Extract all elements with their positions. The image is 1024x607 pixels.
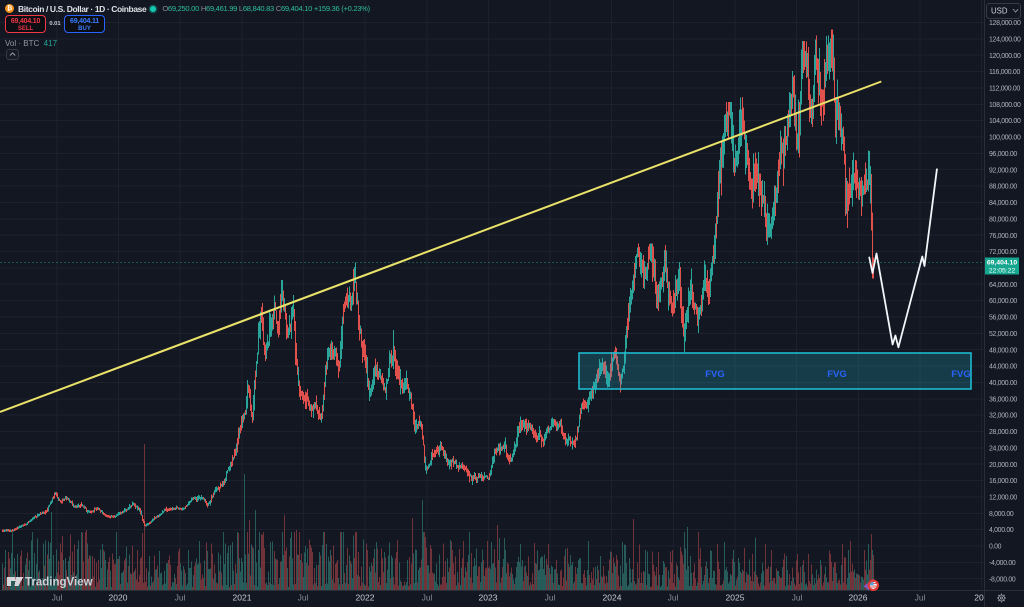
svg-text:-4,000.00: -4,000.00	[989, 560, 1016, 567]
svg-text:116,000.00: 116,000.00	[989, 69, 1020, 76]
svg-text:2026: 2026	[849, 593, 868, 603]
svg-text:56,000.00: 56,000.00	[989, 315, 1017, 322]
svg-text:TradingView: TradingView	[25, 577, 93, 589]
svg-text:Jul: Jul	[915, 593, 926, 603]
svg-text:84,000.00: 84,000.00	[989, 200, 1017, 207]
svg-text:64,000.00: 64,000.00	[989, 282, 1017, 289]
svg-text:52,000.00: 52,000.00	[989, 331, 1017, 338]
svg-text:20,000.00: 20,000.00	[989, 462, 1017, 469]
svg-text:100,000.00: 100,000.00	[989, 135, 1021, 142]
svg-text:22:05:22: 22:05:22	[989, 267, 1016, 274]
svg-text:12,000.00: 12,000.00	[989, 495, 1017, 502]
svg-text:128,000.00: 128,000.00	[989, 20, 1021, 27]
svg-text:16,000.00: 16,000.00	[989, 478, 1017, 485]
svg-text:Jul: Jul	[545, 593, 556, 603]
svg-text:69,404.10: 69,404.10	[987, 260, 1017, 267]
svg-text:44,000.00: 44,000.00	[989, 364, 1017, 371]
svg-text:2025: 2025	[726, 593, 745, 603]
svg-text:FVG: FVG	[705, 369, 725, 380]
svg-text:32,000.00: 32,000.00	[989, 413, 1017, 420]
svg-text:92,000.00: 92,000.00	[989, 167, 1017, 174]
svg-text:20: 20	[974, 593, 984, 603]
svg-text:80,000.00: 80,000.00	[989, 216, 1017, 223]
svg-text:-8,000.00: -8,000.00	[989, 576, 1016, 583]
svg-text:2024: 2024	[603, 593, 622, 603]
svg-text:Jul: Jul	[298, 593, 309, 603]
svg-text:28,000.00: 28,000.00	[989, 429, 1017, 436]
svg-text:36,000.00: 36,000.00	[989, 396, 1017, 403]
svg-text:8,000.00: 8,000.00	[989, 511, 1014, 518]
svg-text:72,000.00: 72,000.00	[989, 249, 1017, 256]
svg-text:2021: 2021	[233, 593, 252, 603]
svg-text:2022: 2022	[356, 593, 375, 603]
svg-text:FVG: FVG	[951, 369, 971, 380]
svg-text:USD: USD	[991, 7, 1008, 16]
svg-text:88,000.00: 88,000.00	[989, 184, 1017, 191]
svg-text:2020: 2020	[109, 593, 128, 603]
svg-text:Jul: Jul	[52, 593, 63, 603]
svg-text:Jul: Jul	[792, 593, 803, 603]
svg-text:120,000.00: 120,000.00	[989, 53, 1021, 60]
svg-text:2023: 2023	[479, 593, 498, 603]
svg-text:24,000.00: 24,000.00	[989, 445, 1017, 452]
svg-text:108,000.00: 108,000.00	[989, 102, 1021, 109]
svg-text:104,000.00: 104,000.00	[989, 118, 1021, 125]
svg-text:60,000.00: 60,000.00	[989, 298, 1017, 305]
svg-text:Jul: Jul	[175, 593, 186, 603]
svg-text:FVG: FVG	[827, 369, 847, 380]
svg-text:112,000.00: 112,000.00	[989, 86, 1020, 93]
svg-text:48,000.00: 48,000.00	[989, 347, 1017, 354]
svg-text:4,000.00: 4,000.00	[989, 527, 1014, 534]
svg-text:Jul: Jul	[668, 593, 679, 603]
svg-text:124,000.00: 124,000.00	[989, 36, 1021, 43]
svg-text:Jul: Jul	[422, 593, 433, 603]
svg-text:0.00: 0.00	[989, 544, 1002, 551]
svg-text:40,000.00: 40,000.00	[989, 380, 1017, 387]
svg-text:96,000.00: 96,000.00	[989, 151, 1017, 158]
svg-text:76,000.00: 76,000.00	[989, 233, 1017, 240]
